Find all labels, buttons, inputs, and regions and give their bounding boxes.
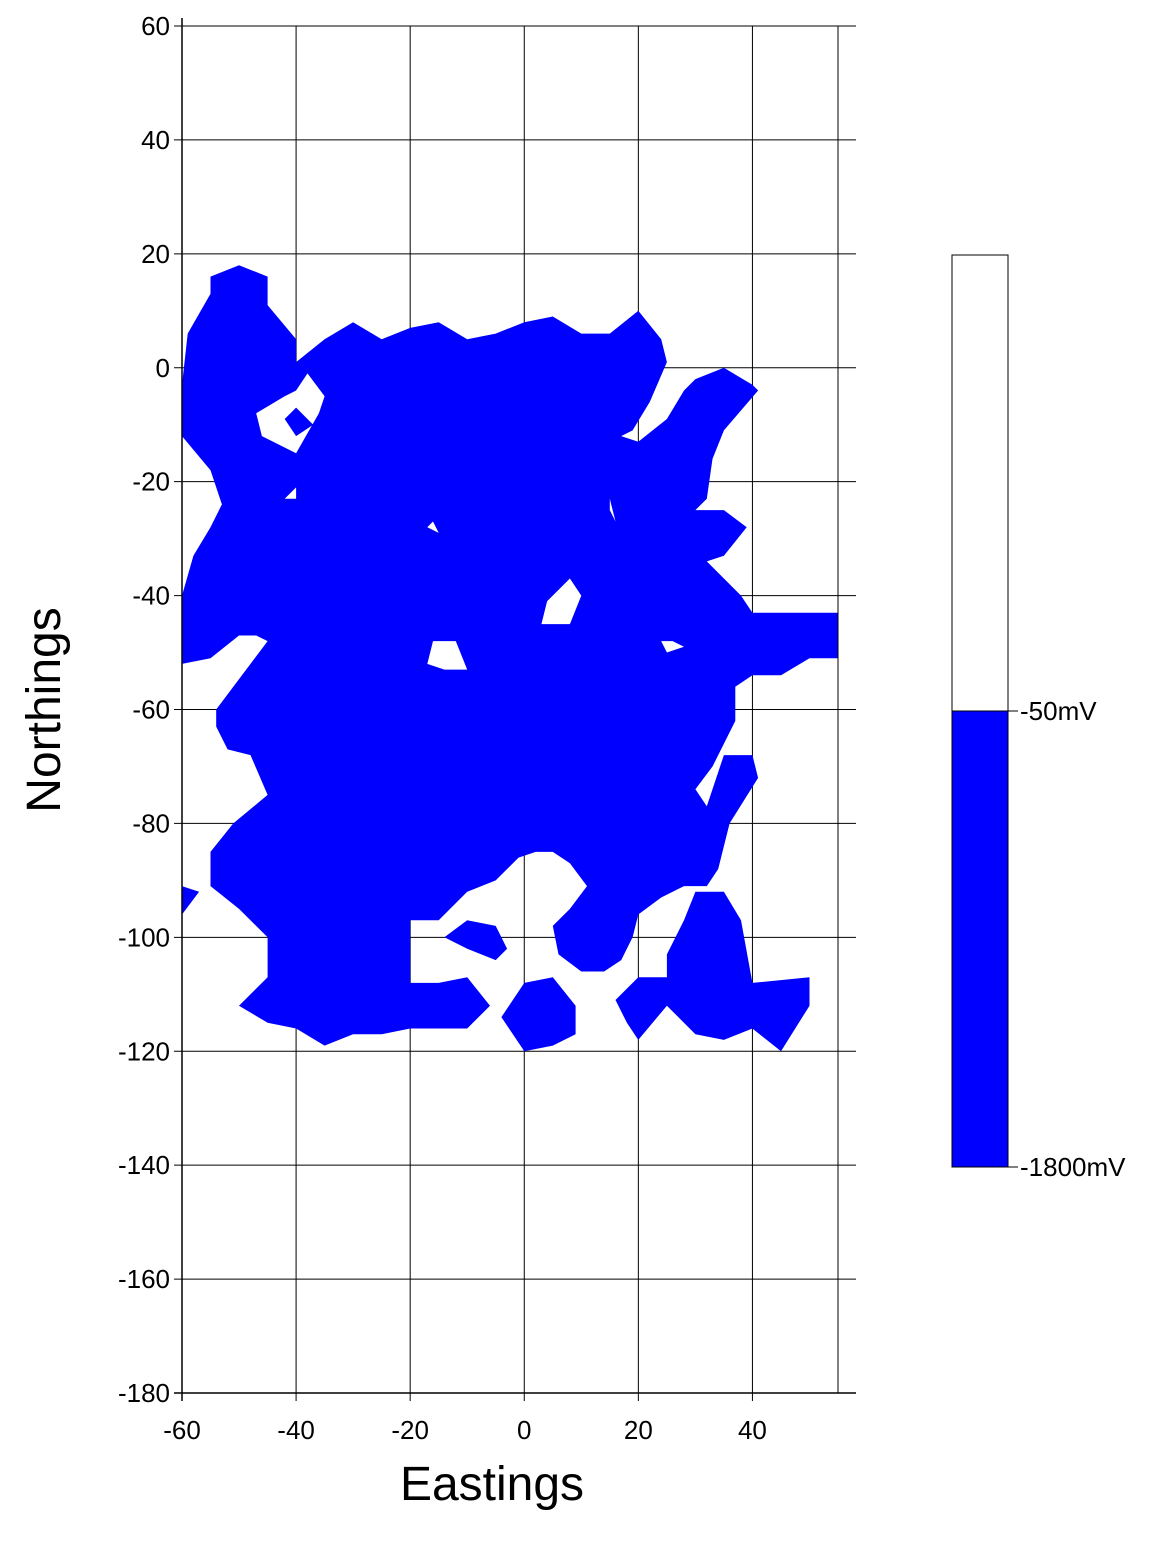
contour-region-southeast-blob bbox=[615, 891, 810, 1052]
y-tick-label: -20 bbox=[132, 467, 170, 497]
y-tick-label: -180 bbox=[118, 1378, 170, 1408]
x-tick-label: -60 bbox=[163, 1415, 201, 1445]
x-tick-label: 0 bbox=[517, 1415, 531, 1445]
y-axis-title: Northings bbox=[18, 607, 71, 812]
color-legend: -50mV -1800mV bbox=[951, 254, 1126, 1182]
legend-swatch-lower bbox=[951, 710, 1009, 1168]
y-tick-label: 20 bbox=[141, 239, 170, 269]
y-tick-label: 0 bbox=[156, 353, 170, 383]
legend-swatch-upper bbox=[951, 254, 1009, 712]
contour-hole-center-hole-west bbox=[427, 641, 468, 670]
x-tick-label: 20 bbox=[624, 1415, 653, 1445]
contour-regions bbox=[182, 265, 838, 1052]
x-axis-title: Eastings bbox=[400, 1458, 584, 1511]
x-tick-label: -40 bbox=[277, 1415, 315, 1445]
contour-region-southwest-fragment bbox=[182, 886, 200, 915]
y-tick-label: -40 bbox=[132, 581, 170, 611]
y-tick-label: -160 bbox=[118, 1264, 170, 1294]
contour-hole-center-hole-east bbox=[541, 578, 582, 625]
contour-region-south-center-blob bbox=[444, 920, 508, 961]
x-tick-label: -20 bbox=[391, 1415, 429, 1445]
y-tick-label: 40 bbox=[141, 125, 170, 155]
y-tick-label: 60 bbox=[141, 11, 170, 41]
y-tick-label: -100 bbox=[118, 922, 170, 952]
legend-label-lower: -1800mV bbox=[1020, 1152, 1126, 1182]
contour-region-main bbox=[182, 265, 838, 1046]
y-tick-label: -60 bbox=[132, 695, 170, 725]
y-tick-label: -140 bbox=[118, 1150, 170, 1180]
contour-hole-west-notch bbox=[284, 487, 297, 499]
legend-label-upper: -50mV bbox=[1020, 696, 1097, 726]
plot-frame bbox=[174, 18, 856, 1401]
y-tick-label: -80 bbox=[132, 808, 170, 838]
y-tick-label: -120 bbox=[118, 1036, 170, 1066]
x-tick-label: 40 bbox=[738, 1415, 767, 1445]
x-tick-labels: -60 -40 -20 0 20 40 bbox=[163, 1415, 767, 1445]
contour-hole-north-hole-small bbox=[427, 521, 439, 533]
y-tick-labels: 60 40 20 0 -20 -40 -60 -80 -100 -120 -140 -160 -180 bbox=[118, 11, 170, 1408]
contour-hole-east-hole bbox=[661, 641, 684, 653]
contour-region-south-middle-blob bbox=[501, 977, 576, 1052]
contour-hole-northeast-hole bbox=[609, 498, 616, 522]
contour-island-northwest-island bbox=[284, 407, 314, 437]
